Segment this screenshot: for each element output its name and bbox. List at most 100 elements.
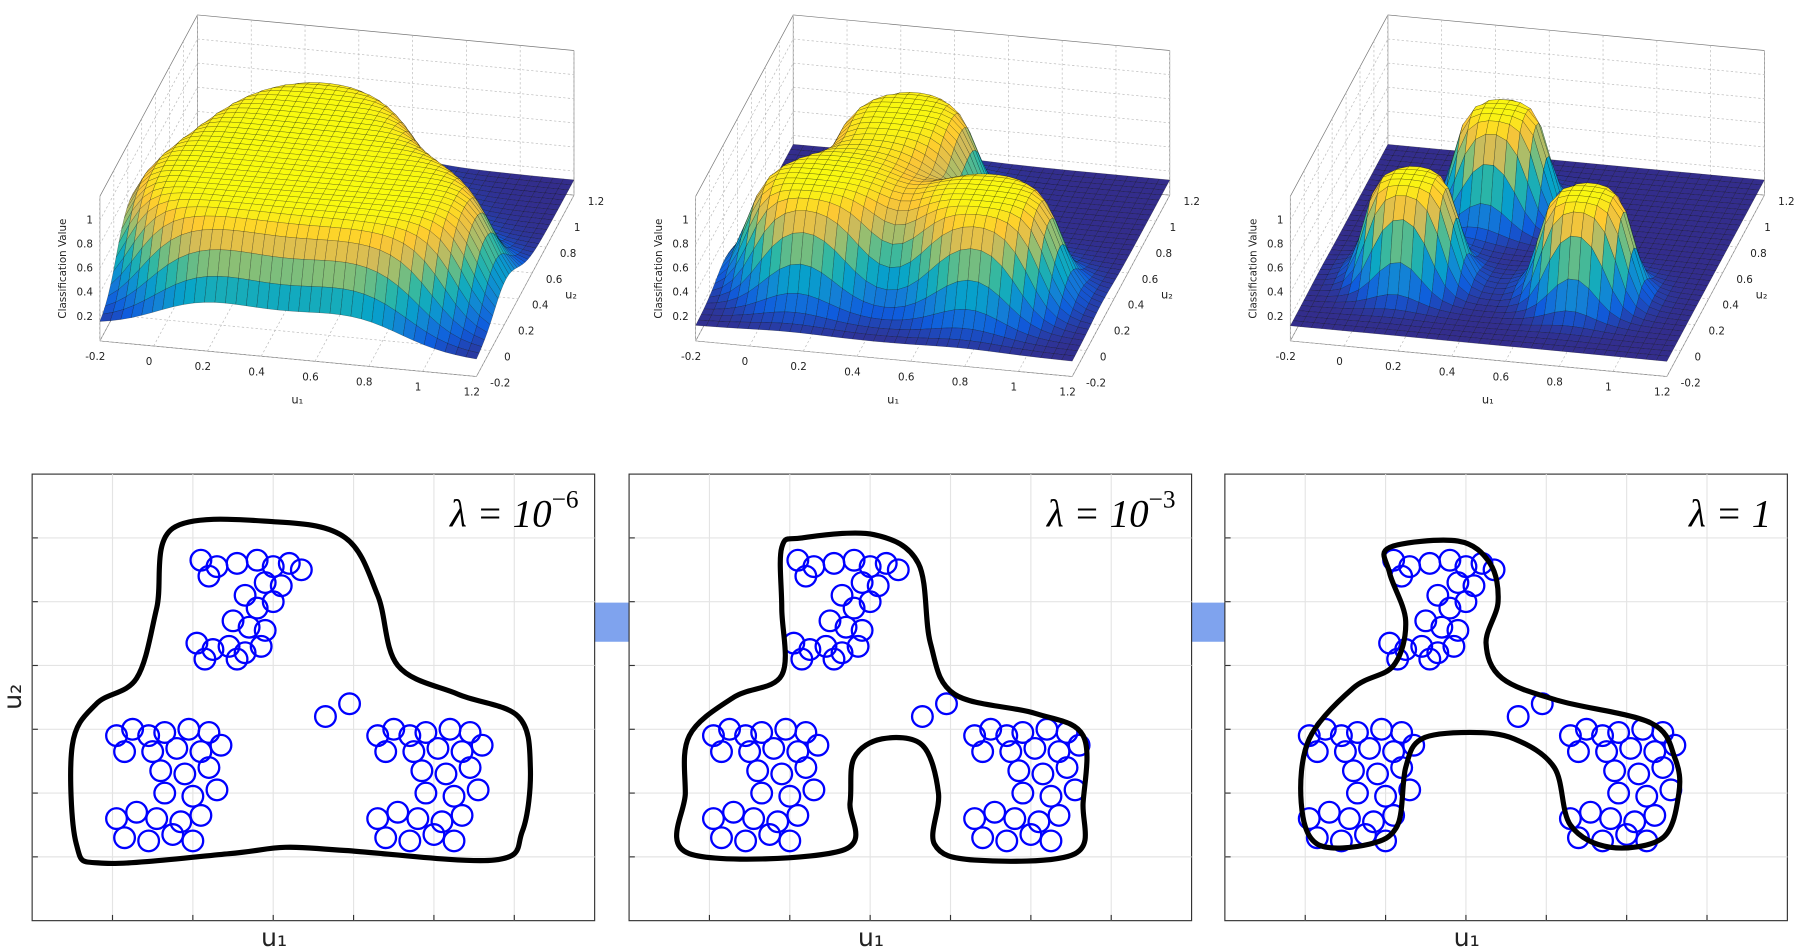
z-tick-label: 0.2 — [77, 311, 93, 323]
z-tick-label: 0.4 — [672, 287, 688, 299]
z-tick-label: 0.6 — [1267, 263, 1283, 275]
y-tick-label: 0.6 — [546, 274, 562, 286]
y-tick-label: 1.2 — [588, 196, 604, 208]
grid-line — [1290, 87, 1389, 269]
x-tick-label: 1 — [415, 382, 422, 394]
y-tick-label: 0 — [1100, 352, 1107, 364]
grid-line — [1290, 340, 1667, 377]
annotation-exponent: −3 — [1149, 485, 1176, 513]
annotation-base: λ = 10 — [449, 493, 552, 536]
grid-line — [197, 62, 575, 100]
y-tick-label: 0.6 — [1736, 274, 1752, 286]
grid-line — [113, 314, 491, 351]
z-tick-label: 0.6 — [672, 263, 688, 275]
y-tick-label: 0.2 — [1114, 326, 1130, 338]
x-tick-label: 1.2 — [464, 387, 480, 399]
grid-line — [99, 340, 477, 377]
y-tick-label: 1 — [1764, 222, 1771, 234]
y-tick-label: 0.2 — [518, 326, 534, 338]
y-tick-label: 0.8 — [1156, 248, 1172, 260]
x-tick-label: 0.8 — [356, 376, 372, 388]
y-tick-label: -0.2 — [490, 377, 510, 389]
plot-area — [1224, 473, 1788, 922]
annotation: λ = 1 — [1688, 493, 1771, 536]
x-tick-label: 1 — [1011, 382, 1018, 394]
surface — [695, 92, 1170, 362]
x-tick-label: 0.6 — [898, 371, 914, 383]
x-tick-label: 0.6 — [1493, 371, 1509, 383]
axis-box — [1290, 14, 1389, 197]
x-tick-label: 1.2 — [1654, 387, 1670, 399]
grid-line — [99, 38, 198, 221]
annotation-base: λ = 10 — [1046, 493, 1149, 536]
x-tick-label: 0.2 — [195, 361, 211, 373]
z-axis-label: Classification Value — [1248, 219, 1260, 319]
z-tick-label: 1 — [86, 214, 93, 226]
y-tick-label: 0.4 — [1722, 300, 1738, 312]
grid-line — [1071, 194, 1171, 377]
grid-line — [695, 340, 1073, 377]
y-tick-label: 0.4 — [532, 300, 548, 312]
axis-box — [197, 14, 575, 51]
y-tick-label: 0.4 — [1128, 300, 1144, 312]
x-tick-label: 0 — [1336, 356, 1343, 368]
y-tick-label: 1.2 — [1184, 196, 1200, 208]
grid-line — [476, 194, 575, 377]
z-tick-label: 0.6 — [77, 263, 93, 275]
x-axis-label: u₁ — [1482, 393, 1494, 407]
x-tick-label: 0 — [146, 356, 153, 368]
y-tick-label: 1 — [1170, 222, 1177, 234]
y-tick-label: 0.2 — [1708, 326, 1724, 338]
axis-box — [1387, 14, 1765, 51]
surface — [1290, 99, 1765, 362]
z-tick-label: 0.8 — [672, 239, 688, 251]
z-tick-label: 0.8 — [77, 239, 93, 251]
x-axis-label: u₁ — [887, 393, 899, 407]
grid-line — [1290, 62, 1389, 245]
x-axis-label: u₁ — [261, 923, 287, 952]
y-tick-label: 1.2 — [1778, 196, 1794, 208]
y-tick-label: 0.6 — [1142, 274, 1158, 286]
z-tick-label: 0.4 — [1267, 287, 1283, 299]
grid-line — [1666, 194, 1765, 377]
x-tick-label: 0.6 — [302, 371, 318, 383]
y-axis-label: u₂ — [0, 684, 27, 710]
annotation-exponent: −6 — [552, 485, 579, 513]
surface — [99, 82, 575, 360]
grid-line — [695, 87, 794, 269]
grid-line — [1387, 38, 1765, 75]
grid-line — [1290, 135, 1389, 317]
annotation-base: λ = 1 — [1688, 493, 1771, 536]
x-tick-label: -0.2 — [85, 351, 105, 363]
grid-line — [793, 135, 1170, 172]
x-tick-label: 0.2 — [790, 361, 806, 373]
plot-area — [628, 473, 1193, 922]
x-tick-label: 0.8 — [952, 376, 968, 388]
z-tick-label: 1 — [682, 214, 689, 226]
grid-line — [793, 62, 1170, 100]
x-tick-label: 0.4 — [844, 366, 860, 378]
x-tick-label: -0.2 — [681, 351, 701, 363]
y-tick-label: -0.2 — [1681, 377, 1701, 389]
x-axis-label: u₁ — [858, 923, 884, 952]
x-tick-label: 0.4 — [1439, 366, 1455, 378]
x-tick-label: 1 — [1605, 382, 1612, 394]
grid-line — [1387, 135, 1765, 172]
grid-line — [1290, 111, 1389, 293]
grid-line — [793, 38, 1170, 75]
grid-line — [1387, 111, 1765, 148]
x-tick-label: -0.2 — [1276, 351, 1296, 363]
axis-box — [793, 14, 1170, 51]
z-axis-label: Classification Value — [653, 219, 665, 319]
z-tick-label: 1 — [1277, 214, 1284, 226]
grid-line — [1290, 38, 1389, 221]
y-tick-label: -0.2 — [1086, 377, 1106, 389]
y-axis-label: u₂ — [565, 288, 577, 302]
z-tick-label: 0.8 — [1267, 239, 1283, 251]
axis-box — [99, 14, 198, 197]
z-tick-label: 0.2 — [1267, 311, 1283, 323]
x-tick-label: 0.4 — [248, 366, 264, 378]
y-tick-label: 0 — [1695, 352, 1702, 364]
